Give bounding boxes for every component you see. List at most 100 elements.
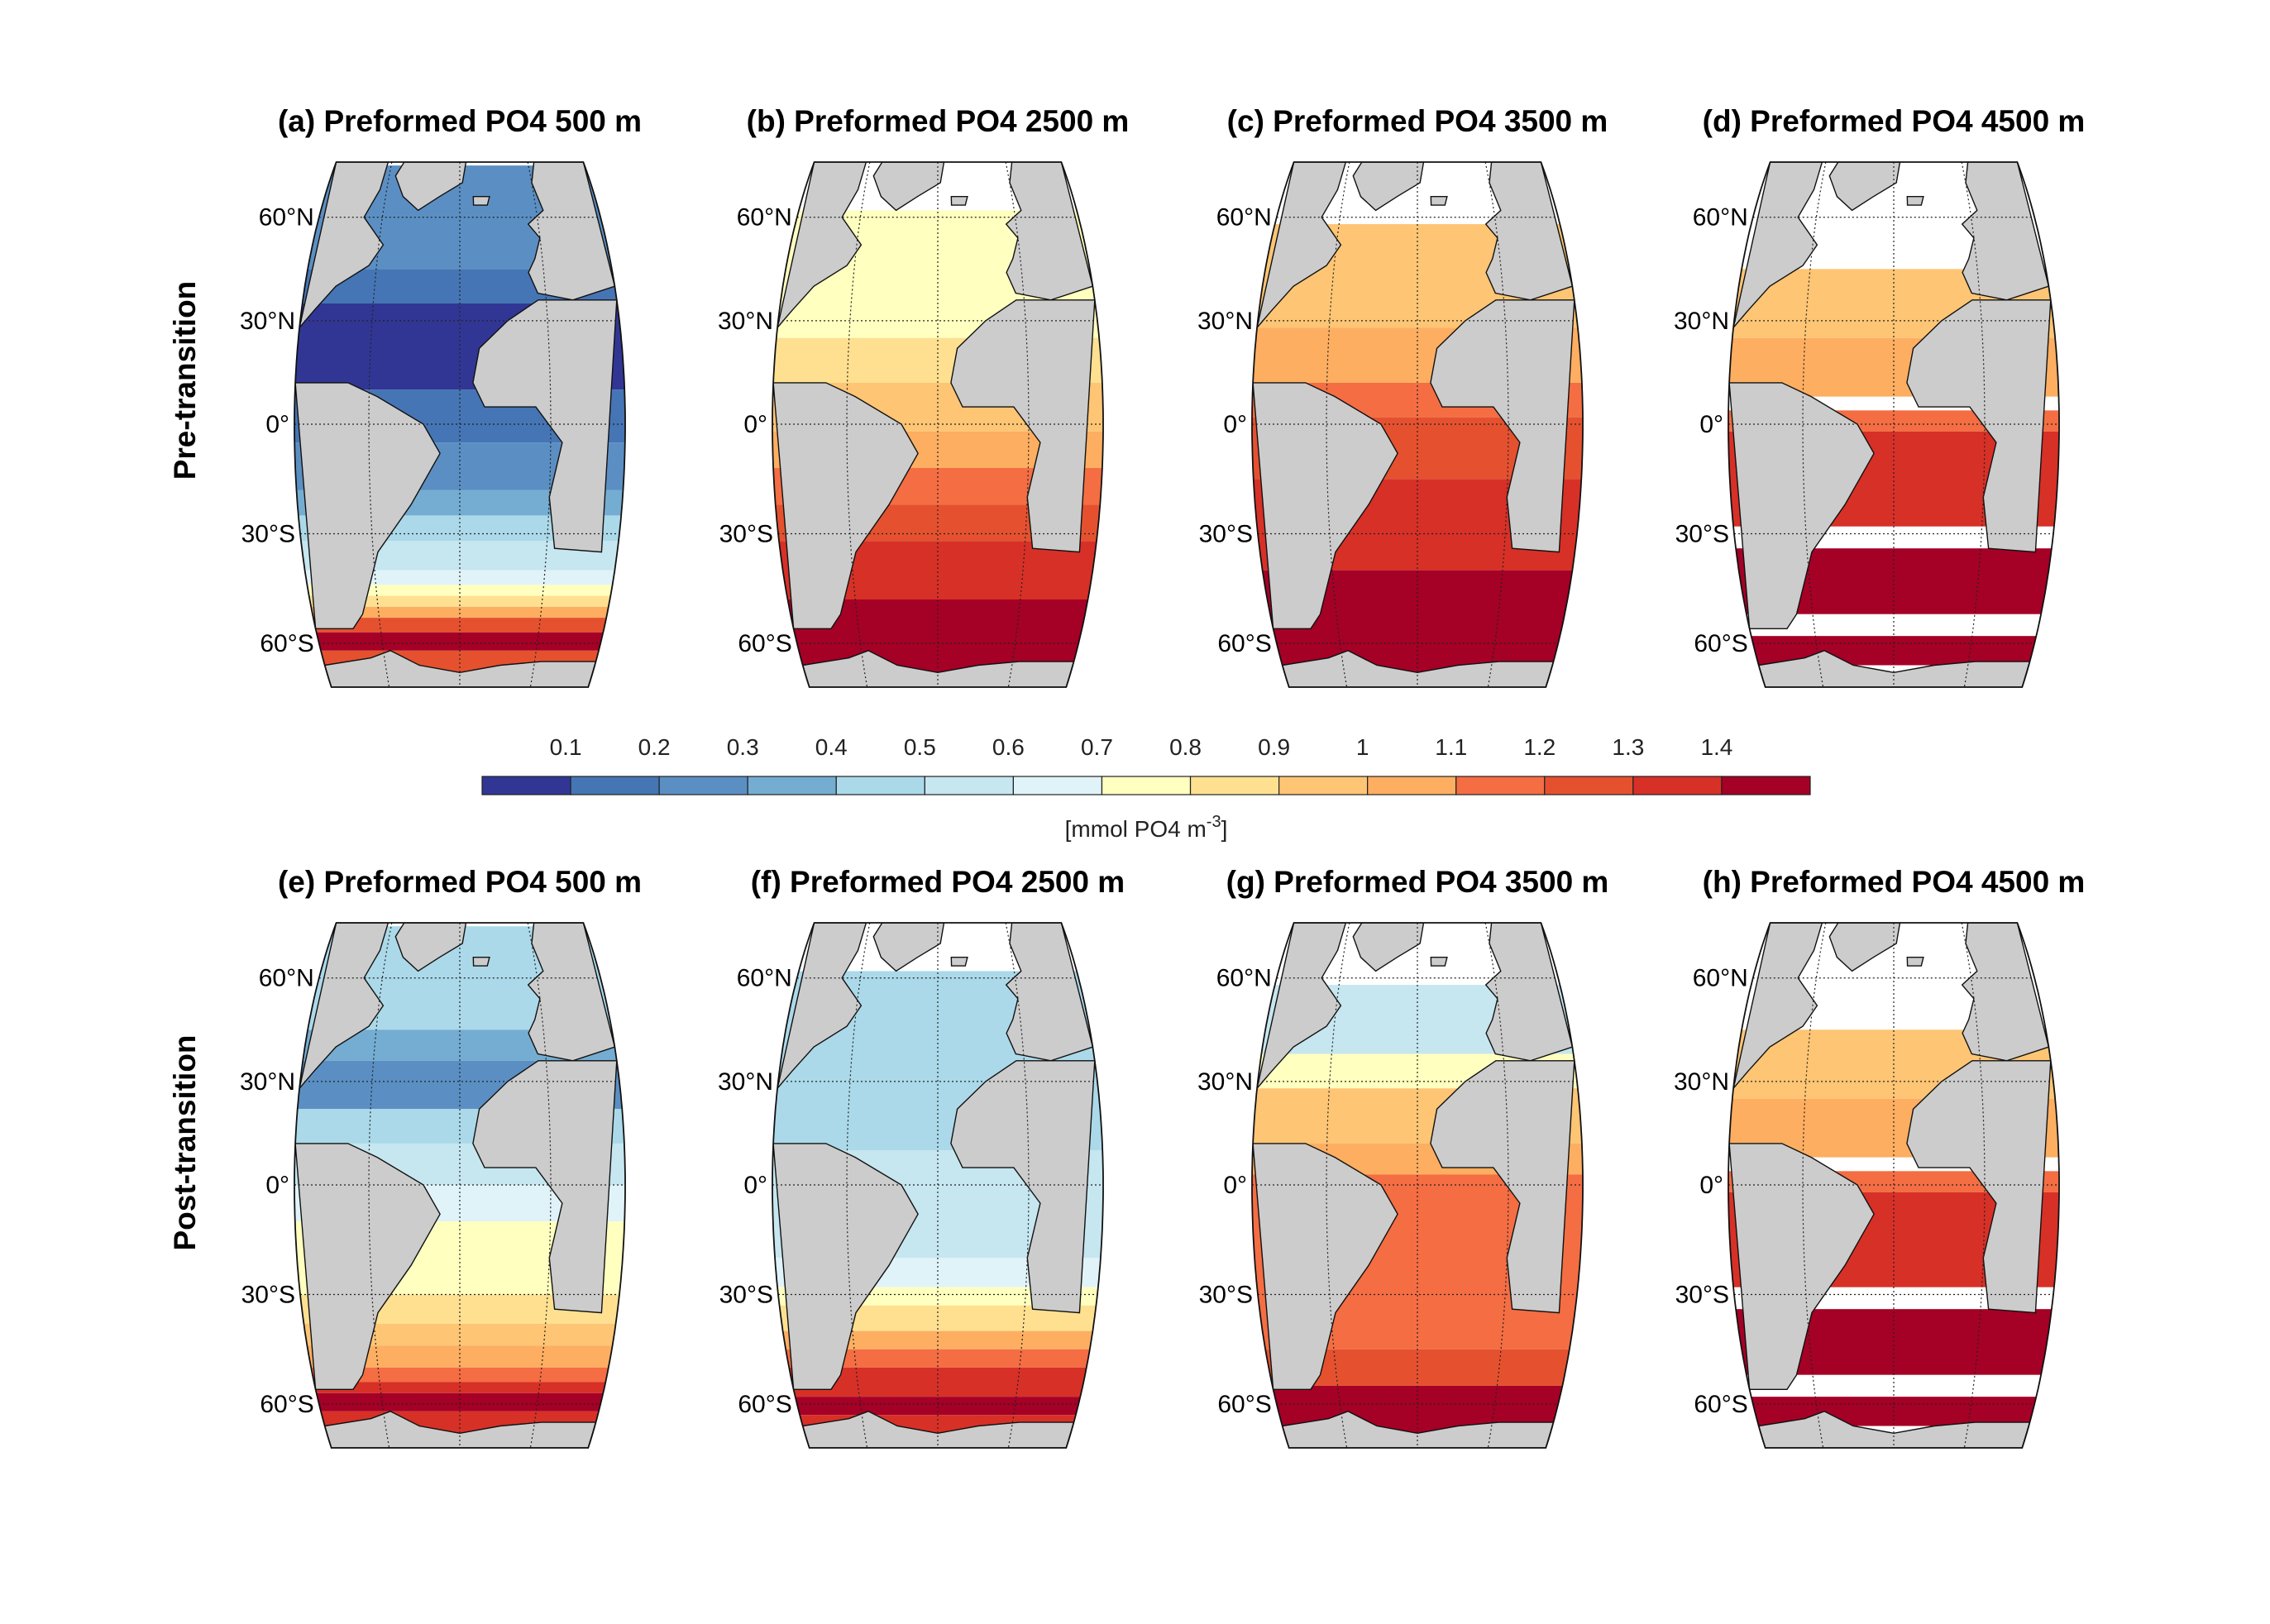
land-southAmerica (1728, 382, 1875, 629)
land-africa (472, 299, 618, 553)
land-northAmerica (1732, 923, 1823, 1089)
land-iceland (472, 957, 490, 967)
land-iceland (950, 196, 968, 206)
colorbar-bin (1544, 776, 1634, 795)
latitude-label: 60°S (1694, 1391, 1747, 1418)
map-content (294, 162, 625, 687)
land-northAmerica (777, 162, 867, 328)
graticule-meridian (1484, 162, 1509, 687)
panel-title-e: (e) Preformed PO4 500 m (278, 865, 642, 899)
land-europe (1005, 162, 1094, 301)
land-europe (1484, 162, 1574, 301)
map-content (1252, 162, 1583, 687)
data-band (772, 1397, 1103, 1416)
land-greenland (394, 923, 467, 972)
colorbar-tick-label: 0.8 (1169, 734, 1202, 760)
graticule-meridian (1005, 923, 1030, 1448)
latitude-label: 60°N (737, 204, 792, 232)
map-panel-c: 60°N 30°N 0° 30°S 60°S (1197, 161, 1584, 688)
land-africa (1906, 1060, 2052, 1314)
map-panel-f: 60°N 30°N 0° 30°S 60°S (718, 922, 1104, 1449)
land-greenland (394, 162, 467, 212)
latitude-label: 30°N (240, 308, 295, 335)
land-northAmerica (299, 923, 389, 1089)
map-frame (1251, 161, 1584, 688)
graticule-meridian (1802, 923, 1827, 1448)
colorbar-bin (1278, 776, 1369, 795)
graticule-meridian (1802, 162, 1827, 687)
colorbar-tick-label: 1.2 (1523, 734, 1556, 760)
data-band (294, 632, 625, 651)
latitude-label: 30°S (241, 521, 295, 548)
latitude-label: 60°S (260, 630, 313, 657)
colorbar-bin (1189, 776, 1280, 795)
row-label-pre-transition: Pre-transition (168, 281, 202, 480)
colorbar-bin (1367, 776, 1457, 795)
colorbar-unit-label: [mmol PO4 m-3] (1065, 813, 1228, 842)
map-panel-a: 60°N 30°N 0° 30°S 60°S (240, 161, 626, 688)
land-greenland (1828, 162, 1901, 212)
colorbar-bin (835, 776, 925, 795)
latitude-label: 0° (265, 1172, 289, 1199)
map-frame (1728, 161, 2060, 688)
latitude-label: 0° (1223, 1172, 1247, 1199)
graticule-meridian (846, 162, 871, 687)
latitude-label: 30°S (1675, 521, 1729, 548)
latitude-label: 60°N (1216, 204, 1272, 232)
map-frame (294, 161, 626, 688)
data-band (772, 1330, 1103, 1349)
colorbar-tick-label: 1 (1356, 734, 1369, 760)
latitude-label: 30°N (1197, 1068, 1253, 1096)
land-northAmerica (299, 162, 389, 328)
panel-title-a: (a) Preformed PO4 500 m (278, 104, 642, 138)
panel-title-h: (h) Preformed PO4 4500 m (1703, 865, 2086, 899)
land-iceland (472, 196, 490, 206)
land-southAmerica (772, 1143, 919, 1390)
land-africa (950, 1060, 1096, 1314)
latitude-label: 30°N (1674, 1068, 1729, 1096)
data-band (294, 570, 625, 585)
land-europe (527, 162, 616, 301)
land-europe (1005, 923, 1094, 1062)
land-europe (527, 923, 616, 1062)
land-southAmerica (1252, 1143, 1398, 1390)
map-frame (1251, 922, 1584, 1449)
latitude-label: 60°N (737, 965, 792, 992)
latitude-label: 60°S (260, 1391, 313, 1418)
colorbar-ticks: 0.1 0.2 0.3 0.4 0.5 0.6 0.7 0.8 0.9 1 1.1 1.2 1.3 1.4 (550, 734, 1733, 760)
land-southAmerica (294, 382, 441, 629)
latitude-label: 60°S (1217, 630, 1271, 657)
map-panel-e: 60°N 30°N 0° 30°S 60°S (240, 922, 626, 1449)
latitude-label: 30°S (719, 1282, 773, 1309)
latitude-label: 0° (265, 411, 289, 438)
latitude-label: 30°S (1675, 1282, 1729, 1309)
latitude-label: 30°S (241, 1282, 295, 1309)
data-band (294, 1382, 625, 1393)
colorbar-tick-label: 1.4 (1700, 734, 1732, 760)
panel-title-b: (b) Preformed PO4 2500 m (747, 104, 1130, 138)
data-band (294, 1392, 625, 1411)
land-southAmerica (772, 382, 919, 629)
latitude-label: 30°N (1197, 308, 1253, 335)
land-northAmerica (1256, 162, 1347, 328)
map-panel-g: 60°N 30°N 0° 30°S 60°S (1197, 922, 1584, 1449)
land-iceland (1906, 957, 1924, 967)
colorbar-bins (481, 776, 1811, 795)
latitude-label: 30°N (1674, 308, 1729, 335)
latitude-label: 30°N (718, 1068, 773, 1096)
latitude-label: 0° (743, 411, 767, 438)
colorbar-tick-label: 1.1 (1435, 734, 1467, 760)
latitude-label: 60°N (259, 965, 314, 992)
latitude-label: 60°S (738, 1391, 791, 1418)
latitude-label: 0° (1223, 411, 1247, 438)
land-africa (1906, 299, 2052, 553)
latitude-label: 60°S (738, 630, 791, 657)
latitude-label: 30°S (1199, 1282, 1253, 1309)
land-northAmerica (1256, 923, 1347, 1089)
map-content (294, 923, 625, 1448)
latitude-label: 60°S (1217, 1391, 1271, 1418)
land-africa (950, 299, 1096, 553)
panel-title-f: (f) Preformed PO4 2500 m (751, 865, 1125, 899)
land-europe (1961, 923, 2050, 1062)
